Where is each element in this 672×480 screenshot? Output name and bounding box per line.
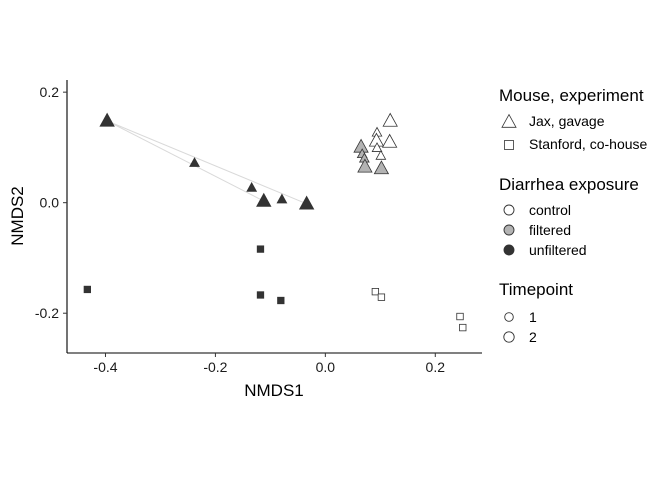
- legend-exposure-key: [503, 224, 515, 236]
- x-axis-ticks: -0.4 -0.2 0.0 0.2: [93, 353, 445, 375]
- square-point: [256, 245, 265, 253]
- triangle-point: [99, 112, 115, 127]
- legend: Mouse, experiment Jax, gavage Stanford, co…: [499, 86, 648, 345]
- data-points: [83, 112, 467, 332]
- triangle-point: [189, 157, 200, 167]
- legend-title: Mouse, experiment: [499, 86, 644, 105]
- legend-timepoint-key: [503, 331, 515, 343]
- x-axis-title: NMDS1: [244, 381, 304, 400]
- square-point: [83, 285, 91, 294]
- legend-exposure-key: [503, 244, 515, 256]
- legend-item-label: Stanford, co-house: [529, 136, 648, 152]
- square-point: [456, 312, 464, 321]
- y-tick-label: -0.2: [35, 305, 59, 321]
- legend-timepoint-key: [504, 312, 514, 322]
- legend-group: Mouse, experiment Jax, gavage Stanford, co…: [499, 86, 648, 152]
- square-point: [256, 291, 265, 299]
- legend-title: Timepoint: [499, 280, 573, 299]
- legend-group: Diarrhea exposure control filtered unfilter…: [499, 175, 639, 258]
- y-tick-label: 0.2: [40, 84, 60, 100]
- triangle-point: [298, 195, 315, 210]
- triangle-point: [382, 112, 398, 127]
- triangle-point: [246, 181, 258, 192]
- y-axis-title: NMDS2: [8, 186, 27, 246]
- legend-item-label: unfiltered: [529, 242, 587, 258]
- legend-square-key: [504, 140, 514, 150]
- y-axis-ticks: 0.2 0.0 -0.2: [35, 84, 67, 321]
- square-point: [277, 296, 285, 305]
- legend-item-label: control: [529, 202, 571, 218]
- triangle-point: [276, 193, 288, 204]
- legend-item-label: Jax, gavage: [529, 113, 605, 129]
- legend-triangle-key: [501, 113, 517, 128]
- x-tick-label: -0.2: [203, 359, 227, 375]
- paired-sample-segments: [106, 120, 307, 205]
- triangle-point: [256, 192, 272, 207]
- axes: [66, 80, 482, 354]
- x-tick-label: 0.2: [426, 359, 446, 375]
- legend-exposure-key: [503, 204, 515, 216]
- connector-segment: [106, 120, 307, 205]
- triangle-point: [373, 160, 390, 175]
- triangle-point: [375, 149, 387, 160]
- legend-item-label: 1: [529, 309, 537, 325]
- y-tick-label: 0.0: [40, 195, 60, 211]
- legend-title: Diarrhea exposure: [499, 175, 639, 194]
- legend-item-label: filtered: [529, 222, 571, 238]
- triangle-point: [371, 142, 383, 152]
- square-point: [459, 323, 467, 332]
- legend-group: Timepoint 1 2: [499, 280, 573, 345]
- connector-segment: [106, 120, 265, 202]
- triangle-point: [357, 158, 373, 173]
- triangle-point: [381, 133, 398, 148]
- x-tick-label: -0.4: [93, 359, 117, 375]
- square-point: [377, 293, 386, 301]
- x-tick-label: 0.0: [316, 359, 336, 375]
- legend-item-label: 2: [529, 329, 537, 345]
- square-point: [371, 288, 380, 296]
